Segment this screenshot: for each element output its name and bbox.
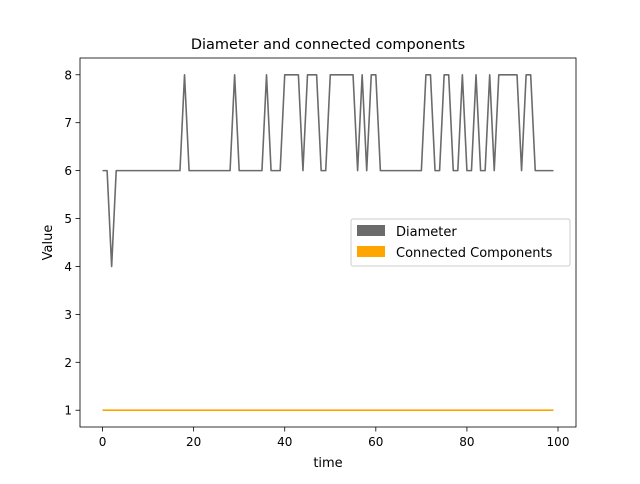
x-tick-label: 100: [547, 435, 570, 449]
y-axis-ticks: 1 2 3 4 5 6 7 8: [64, 68, 80, 418]
x-tick-label: 20: [186, 435, 201, 449]
legend-box: [350, 218, 571, 267]
legend-label-diameter: Diameter: [396, 225, 457, 240]
y-tick-label: 2: [64, 356, 72, 370]
y-tick-label: 7: [64, 116, 72, 130]
chart-title: Diameter and connected components: [191, 37, 465, 53]
x-tick-label: 40: [277, 435, 292, 449]
y-tick-label: 4: [64, 260, 72, 274]
y-tick-label: 1: [64, 404, 72, 418]
y-axis-label: Value: [41, 225, 56, 261]
y-tick-label: 5: [64, 212, 72, 226]
legend-swatch-connected-components: [357, 246, 385, 257]
legend-label-connected-components: Connected Components: [396, 246, 553, 261]
y-tick-label: 6: [64, 164, 72, 178]
x-axis-label: time: [313, 456, 342, 471]
series-layer: [102, 73, 554, 412]
y-tick-label: 3: [64, 308, 72, 322]
x-tick-label: 0: [99, 435, 107, 449]
axes-frame: [79, 57, 577, 428]
x-tick-label: 60: [368, 435, 383, 449]
x-tick-label: 80: [459, 435, 474, 449]
y-tick-label: 8: [64, 68, 72, 82]
x-axis-ticks: 0 20 40 60 80 100: [99, 427, 570, 449]
legend: Diameter Connected Components: [350, 218, 571, 267]
series-line-diameter: [102, 73, 554, 268]
legend-swatch-diameter: [357, 225, 385, 236]
